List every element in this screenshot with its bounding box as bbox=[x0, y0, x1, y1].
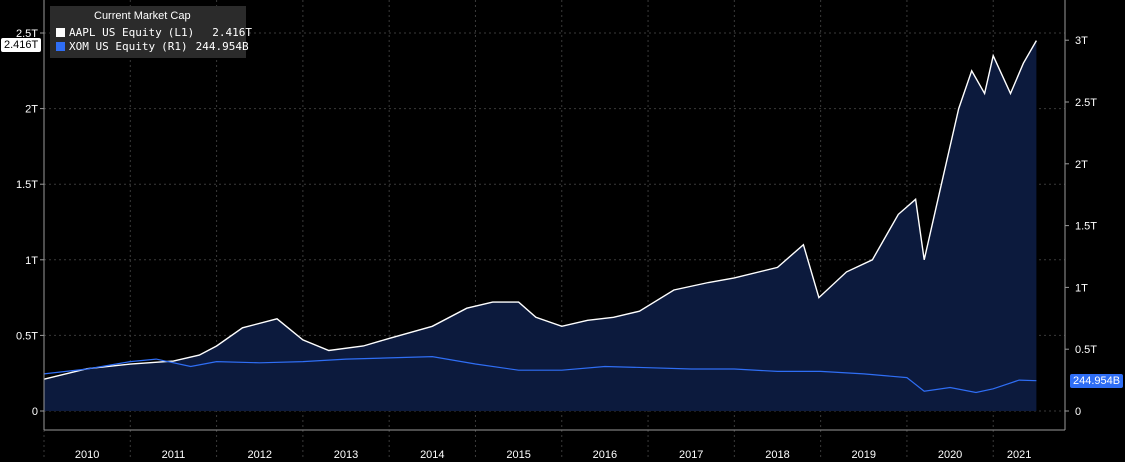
tick-layer: 0 0.5T 1T 1.5T 2T 2.5T 0 0.5T 1T 1.5T 2T 2.5T 3T 2010… bbox=[16, 28, 1097, 461]
legend: Current Market Cap AAPL US Equity (L1) 2… bbox=[50, 6, 252, 58]
aapl-line bbox=[43, 40, 1038, 380]
aapl-swatch-icon bbox=[56, 28, 65, 37]
legend-aapl-axis: (L1) bbox=[167, 26, 195, 39]
legend-row-aapl: AAPL US Equity (L1) 2.416T bbox=[56, 26, 252, 39]
x-tick-label: 2015 bbox=[506, 449, 530, 461]
aapl-area bbox=[44, 40, 1037, 411]
legend-xom-name: XOM US Equity bbox=[69, 40, 156, 53]
xom-swatch-icon bbox=[56, 42, 65, 51]
right-tick-label: 0.5T bbox=[1075, 344, 1097, 356]
right-tick-label: 2.5T bbox=[1075, 97, 1097, 109]
right-tick-label: 1.5T bbox=[1075, 221, 1097, 233]
legend-xom-axis: (R1) bbox=[161, 40, 188, 53]
x-tick-label: 2017 bbox=[679, 449, 703, 461]
x-tick-label: 2016 bbox=[593, 449, 617, 461]
xom-line bbox=[43, 355, 1037, 394]
legend-xom-value: 244.954B bbox=[195, 40, 249, 53]
left-tick-label: 1T bbox=[25, 255, 38, 267]
right-tick-label: 3T bbox=[1075, 35, 1088, 47]
x-tick-label: 2018 bbox=[765, 449, 789, 461]
x-tick-label: 2010 bbox=[75, 449, 99, 461]
x-tick-label: 2012 bbox=[247, 449, 271, 461]
x-tick-label: 2011 bbox=[162, 449, 186, 461]
right-tick-label: 2T bbox=[1075, 159, 1088, 171]
x-tick-label: 2021 bbox=[1007, 449, 1031, 461]
left-tick-label: 0.5T bbox=[16, 330, 38, 342]
x-tick-label: 2020 bbox=[938, 449, 962, 461]
axis-layer bbox=[40, 0, 1069, 431]
legend-title: Current Market Cap bbox=[94, 10, 191, 22]
aapl-last-value-label: 2.416T bbox=[1, 38, 42, 52]
x-tick-label: 2014 bbox=[420, 449, 444, 461]
right-tick-label: 0 bbox=[1075, 406, 1081, 418]
left-tick-label: 2.5T bbox=[16, 28, 38, 40]
left-tick-label: 0 bbox=[32, 406, 38, 418]
left-tick-label: 1.5T bbox=[16, 179, 38, 191]
right-tick-label: 1T bbox=[1075, 282, 1088, 294]
legend-row-xom: XOM US Equity (R1) 244.954B bbox=[56, 40, 249, 53]
x-tick-label: 2013 bbox=[334, 449, 358, 461]
legend-aapl-value: 2.416T bbox=[212, 26, 252, 39]
left-tick-label: 2T bbox=[25, 104, 38, 116]
x-tick-label: 2019 bbox=[852, 449, 876, 461]
legend-aapl-name: AAPL US Equity bbox=[69, 26, 162, 39]
xom-last-value-label: 244.954B bbox=[1070, 374, 1124, 388]
